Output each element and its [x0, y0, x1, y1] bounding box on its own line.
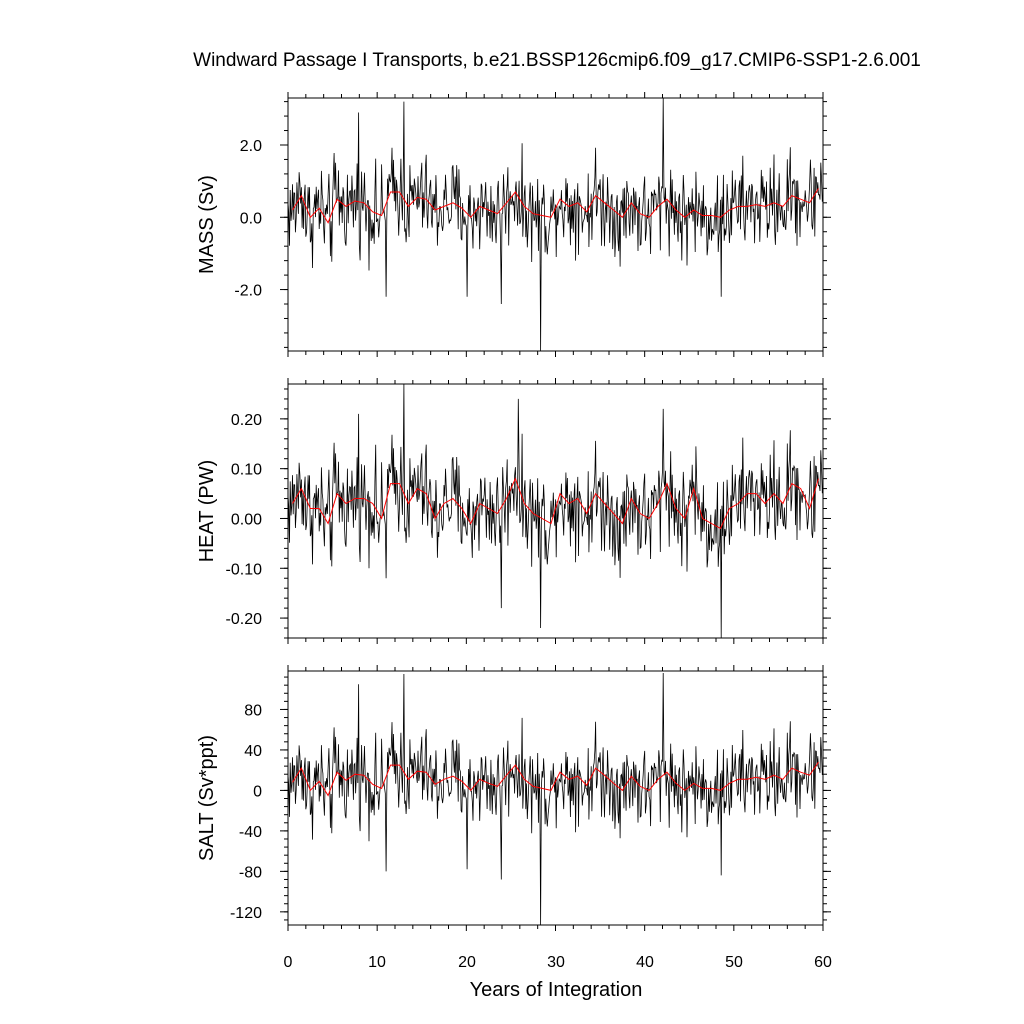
y-tick-label: -80	[239, 864, 262, 881]
y-tick-label: 0	[253, 783, 262, 800]
x-tick-label: 60	[814, 954, 832, 971]
mass-y-axis-label: MASS (Sv)	[196, 175, 218, 274]
x-tick-label: 0	[284, 954, 293, 971]
heat-y-axis-label: HEAT (PW)	[196, 460, 218, 563]
y-tick-label: 2.0	[240, 138, 262, 155]
x-tick-labels: 0 10 20 30 40 50 60	[284, 954, 832, 971]
y-tick-label: 0.10	[231, 462, 262, 479]
heat-panel: 0.20 0.10 0.00 -0.10 -0.20 HEAT (PW)	[196, 378, 831, 644]
salt-y-axis-label: SALT (Sv*ppt)	[196, 735, 218, 861]
y-tick-label: -2.0	[234, 283, 262, 300]
x-tick-label: 10	[368, 954, 386, 971]
heat-monthly-series	[288, 384, 823, 638]
salt-annual-mean-series	[292, 761, 819, 797]
y-tick-label: -0.20	[226, 611, 263, 628]
y-tick-label: 0.20	[231, 412, 262, 429]
y-tick-label: 40	[244, 743, 262, 760]
salt-y-ticks	[280, 676, 831, 921]
mass-x-ticks	[287, 92, 824, 357]
mass-monthly-series	[288, 98, 823, 351]
x-tick-label: 30	[547, 954, 565, 971]
y-tick-label: -120	[230, 905, 262, 922]
x-tick-label: 40	[636, 954, 654, 971]
mass-y-ticks	[280, 101, 831, 348]
figure-title: Windward Passage I Transports, b.e21.BSS…	[193, 50, 921, 71]
mass-annual-mean-series	[292, 188, 819, 224]
y-tick-label: 0.00	[231, 511, 262, 528]
salt-panel: 80 40 0 -40 -80 -120 SALT (Sv*ppt)	[196, 665, 831, 931]
mass-panel: 2.0 0.0 -2.0 MASS (Sv)	[196, 92, 831, 357]
salt-x-ticks	[287, 665, 824, 931]
y-tick-label: -0.10	[226, 561, 263, 578]
heat-annual-mean-series	[292, 477, 819, 530]
salt-monthly-series	[288, 672, 823, 925]
heat-y-ticks	[280, 388, 831, 639]
y-tick-label: 80	[244, 702, 262, 719]
y-tick-label: 0.0	[240, 210, 262, 227]
y-tick-label: -40	[239, 824, 262, 841]
heat-x-ticks	[287, 378, 824, 644]
x-axis-label: Years of Integration	[470, 979, 643, 1001]
x-tick-label: 20	[458, 954, 476, 971]
x-tick-label: 50	[725, 954, 743, 971]
